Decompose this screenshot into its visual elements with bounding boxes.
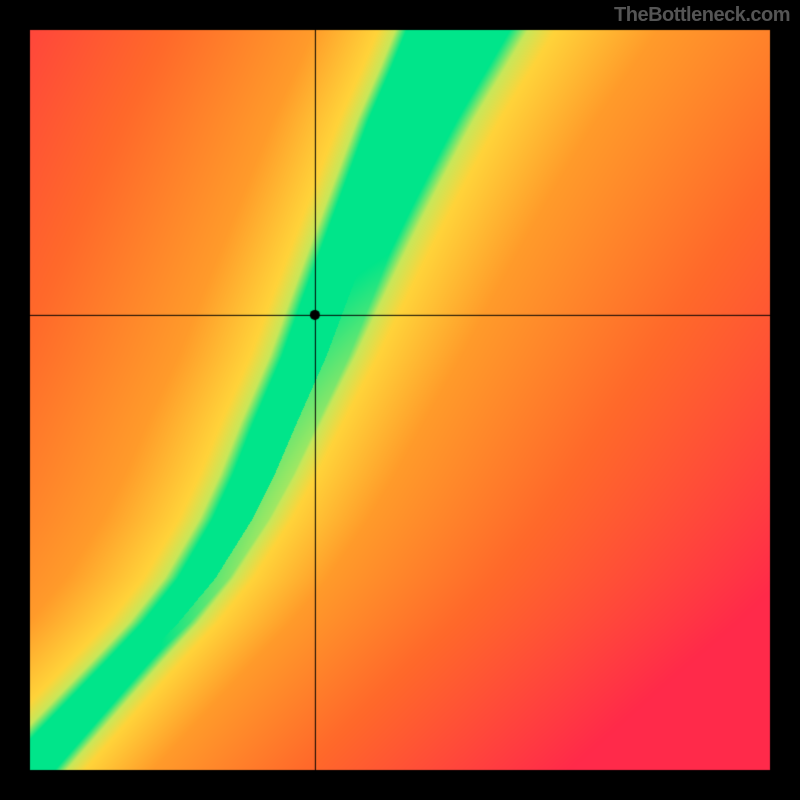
watermark-text: TheBottleneck.com [614, 4, 790, 27]
bottleneck-heatmap [0, 0, 800, 800]
